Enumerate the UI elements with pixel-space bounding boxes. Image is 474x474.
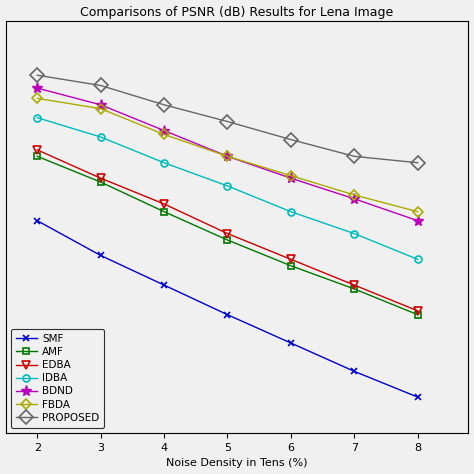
Line: FBDA: FBDA: [34, 95, 421, 215]
SMF: [288, 340, 294, 346]
Line: IDBA: IDBA: [34, 114, 421, 263]
EDBA: [161, 201, 167, 207]
AMF: [415, 312, 420, 318]
BDND: [351, 196, 357, 201]
PROPOSED: [35, 73, 40, 78]
Title: Comparisons of PSNR (dB) Results for Lena Image: Comparisons of PSNR (dB) Results for Len…: [81, 6, 393, 18]
AMF: [98, 179, 103, 185]
FBDA: [415, 209, 420, 215]
IDBA: [288, 209, 294, 215]
Line: EDBA: EDBA: [33, 146, 422, 315]
EDBA: [225, 231, 230, 237]
X-axis label: Noise Density in Tens (%): Noise Density in Tens (%): [166, 458, 308, 468]
IDBA: [161, 160, 167, 165]
AMF: [225, 237, 230, 243]
IDBA: [35, 115, 40, 120]
FBDA: [161, 132, 167, 137]
EDBA: [35, 147, 40, 153]
EDBA: [288, 256, 294, 262]
SMF: [415, 394, 420, 400]
IDBA: [98, 134, 103, 140]
BDND: [35, 85, 40, 91]
BDND: [288, 175, 294, 181]
Line: PROPOSED: PROPOSED: [32, 70, 423, 168]
PROPOSED: [161, 102, 167, 108]
FBDA: [98, 106, 103, 111]
EDBA: [351, 282, 357, 288]
Line: AMF: AMF: [34, 153, 421, 318]
IDBA: [415, 256, 420, 262]
IDBA: [351, 231, 357, 237]
AMF: [351, 286, 357, 292]
AMF: [35, 154, 40, 159]
BDND: [161, 128, 167, 133]
FBDA: [225, 154, 230, 159]
FBDA: [351, 192, 357, 198]
FBDA: [288, 173, 294, 179]
PROPOSED: [351, 154, 357, 159]
SMF: [98, 253, 103, 258]
Line: SMF: SMF: [34, 217, 421, 401]
PROPOSED: [415, 160, 420, 165]
PROPOSED: [225, 118, 230, 124]
SMF: [35, 218, 40, 224]
FBDA: [35, 96, 40, 101]
BDND: [98, 102, 103, 108]
SMF: [161, 282, 167, 288]
SMF: [225, 312, 230, 318]
AMF: [161, 209, 167, 215]
PROPOSED: [98, 82, 103, 88]
BDND: [415, 218, 420, 224]
Line: BDND: BDND: [32, 82, 423, 226]
BDND: [225, 154, 230, 159]
Legend: SMF, AMF, EDBA, IDBA, BDND, FBDA, PROPOSED: SMF, AMF, EDBA, IDBA, BDND, FBDA, PROPOS…: [11, 329, 104, 428]
IDBA: [225, 183, 230, 189]
SMF: [351, 368, 357, 374]
EDBA: [98, 175, 103, 181]
EDBA: [415, 308, 420, 314]
PROPOSED: [288, 137, 294, 142]
AMF: [288, 263, 294, 269]
